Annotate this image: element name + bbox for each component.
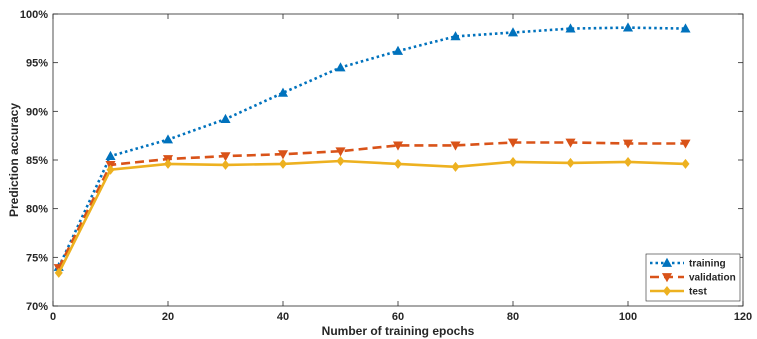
legend: training validation test (645, 253, 741, 302)
legend-label-test: test (689, 287, 707, 298)
data-point-training (220, 113, 231, 123)
y-tick-label: 95% (26, 58, 48, 70)
data-point-training (335, 62, 346, 72)
data-point-validation (565, 138, 576, 148)
data-point-training (392, 45, 404, 55)
y-tick-label: 75% (26, 252, 48, 264)
series-test (54, 155, 690, 278)
x-tick-label: 40 (277, 311, 289, 323)
data-point-validation (220, 152, 231, 162)
y-tick-label: 70% (26, 301, 48, 313)
y-tick-label: 90% (26, 106, 48, 118)
legend-item-validation: validation (650, 273, 736, 284)
series-validation (53, 138, 691, 274)
data-point-test (393, 158, 403, 169)
data-point-validation (335, 147, 346, 157)
data-point-training (105, 150, 116, 160)
x-tick-label: 120 (734, 311, 752, 323)
data-point-training (565, 23, 576, 33)
x-tick-label: 60 (392, 311, 404, 323)
y-tick-label: 80% (26, 204, 48, 216)
data-point-validation (450, 141, 461, 151)
data-point-test (163, 158, 173, 169)
x-tick-label: 20 (162, 311, 174, 323)
data-point-test (221, 159, 230, 170)
legend-marker-test (662, 285, 672, 297)
legend-item-training: training (650, 257, 726, 270)
data-point-training (622, 22, 634, 32)
data-point-test (623, 156, 633, 167)
data-point-test (681, 158, 690, 169)
data-point-validation (680, 139, 691, 149)
legend-label-training: training (689, 259, 726, 270)
x-tick-label: 80 (507, 311, 519, 323)
data-point-test (336, 155, 345, 166)
x-tick-label: 0 (50, 311, 56, 323)
y-tick-label: 85% (26, 155, 48, 167)
x-tick-label: 100 (619, 311, 637, 323)
data-point-training (162, 134, 174, 144)
data-point-validation (392, 141, 404, 151)
legend-marker-validation (661, 273, 673, 283)
data-point-validation (277, 150, 289, 160)
axes-layer: 0 20 40 60 80 100 120 70% 75% 80% 85% 90% 95% 100% (20, 9, 752, 323)
data-point-test (54, 267, 63, 278)
data-point-test (566, 157, 575, 168)
data-point-validation (507, 138, 519, 148)
data-point-validation (622, 139, 634, 149)
series-line-training (57, 26, 686, 268)
data-point-training (450, 31, 461, 41)
series-line-test (57, 159, 686, 274)
data-point-test (106, 164, 115, 175)
data-point-training (277, 87, 289, 97)
y-tick-label: 100% (20, 9, 48, 21)
data-point-test (278, 158, 288, 169)
legend-item-test: test (650, 285, 707, 298)
series-layer (53, 22, 691, 278)
data-point-training (507, 27, 519, 37)
legend-marker-training (661, 257, 673, 267)
legend-label-validation: validation (689, 273, 736, 284)
data-point-test (508, 156, 518, 167)
x-axis-label: Number of training epochs (322, 324, 475, 338)
data-point-test (451, 161, 460, 172)
data-point-training (680, 23, 691, 33)
y-axis-label: Prediction accuracy (7, 103, 21, 217)
